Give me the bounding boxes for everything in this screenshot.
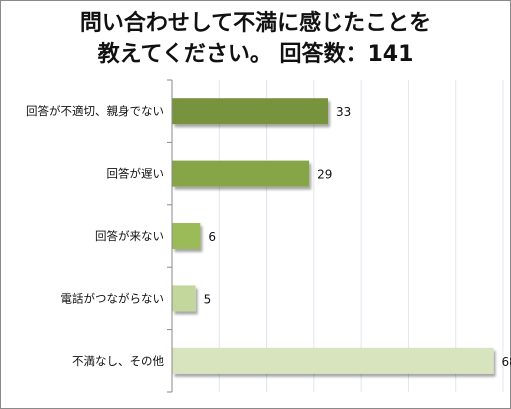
category-label: 不満なし、その他 [72,354,164,368]
bar [172,98,329,125]
category-label: 電話がつながらない [61,291,165,305]
value-label: 29 [317,168,332,182]
value-label: 68 [502,355,511,369]
category-label: 回答が来ない [95,229,164,243]
chart-title-line-1: 問い合わせして不満に感じたことを [79,11,432,36]
bar [172,160,310,187]
bar [172,223,201,249]
chart-title: 問い合わせして不満に感じたことを 教えてください。 回答数：141 [0,8,511,70]
bar [172,347,494,374]
chart-title-line-2: 教えてください。 回答数：141 [97,42,414,67]
value-label: 6 [208,230,216,244]
value-label: 33 [336,105,351,119]
grid-lines [218,80,504,392]
value-label: 5 [204,292,212,306]
category-label: 回答が不適切、親身でない [26,104,164,118]
category-axis [167,79,173,393]
bars [172,98,494,374]
bar [172,285,196,312]
category-label: 回答が遅い [107,167,165,181]
labels: 回答が不適切、親身でない 33 回答が遅い 29 回答が来ない 6 電話がつながらない 5 不満… [26,104,511,369]
